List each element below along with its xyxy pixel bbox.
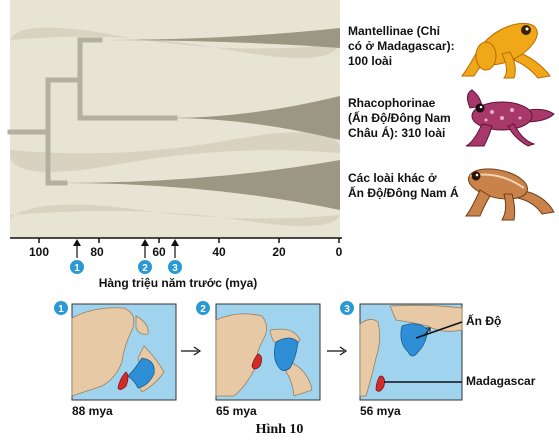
clade-label-others: Các loài khác ở Ấn Độ/Đông Nam Á: [348, 171, 459, 200]
map-56-mya: 3: [340, 301, 463, 401]
figure-title: Hình 10: [255, 422, 304, 437]
arrow-2-to-3: [327, 346, 348, 356]
tick-label-20: 20: [272, 245, 286, 259]
tick-label-40: 40: [212, 245, 226, 259]
phylogeny-chart: 100 80 60 40 20 0 1 2 3 Hàng triệu năm t…: [7, 0, 343, 290]
svg-text:2: 2: [200, 304, 206, 315]
svg-text:1: 1: [74, 263, 80, 274]
arrow-1-to-2: [181, 346, 202, 356]
clade-label-mantellinae: Mantellinae (Chỉ có ở Madagascar): 100 l…: [348, 24, 455, 68]
event-marker-3: 3: [168, 239, 182, 274]
event-marker-2: 2: [138, 239, 152, 274]
tick-label-0: 0: [336, 245, 343, 259]
panel-texture: [10, 27, 340, 226]
clade-label-rhacophorinae: Rhacophorinae (Ấn Độ/Đông Nam Châu Á): 3…: [348, 96, 451, 140]
map-caption-56: 56 mya: [360, 404, 401, 418]
tree-branches: [7, 37, 178, 186]
frog-icon-others: [465, 168, 555, 221]
frog-icon-rhacophorinae: [465, 89, 555, 147]
label-madagascar: Madagascar: [466, 374, 536, 388]
map-88-mya: 1: [54, 301, 177, 401]
frog-icon-mantellinae: [461, 22, 551, 79]
tick-label-100: 100: [29, 245, 49, 259]
map-caption-88: 88 mya: [72, 404, 113, 418]
label-india: Ấn Độ: [466, 314, 502, 328]
wedge-rhacophorinae: [170, 96, 340, 140]
map-65-mya: 2: [196, 301, 321, 401]
tick-label-60: 60: [152, 245, 166, 259]
svg-text:2: 2: [142, 263, 148, 274]
map-caption-65: 65 mya: [216, 404, 257, 418]
axis-title: Hàng triệu năm trước (mya): [99, 276, 258, 290]
svg-text:1: 1: [58, 304, 64, 315]
axis-ticks: [38, 238, 340, 243]
wedge-mantellinae: [95, 28, 340, 48]
svg-text:3: 3: [344, 304, 350, 315]
event-marker-1: 1: [70, 239, 84, 274]
svg-text:3: 3: [172, 263, 178, 274]
wedge-others: [60, 160, 340, 210]
tick-label-80: 80: [90, 245, 104, 259]
